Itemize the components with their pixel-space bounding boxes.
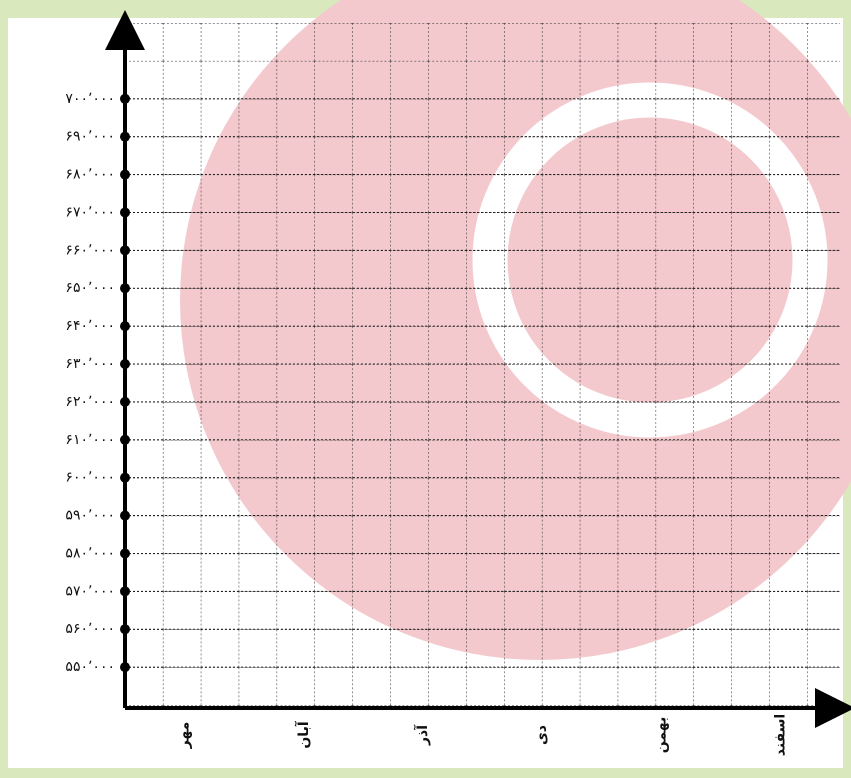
x-tick-label: بهمن (653, 717, 669, 753)
tick-dot (120, 473, 130, 483)
y-tick-label: ۶۴۰٬۰۰۰ (65, 318, 115, 334)
x-tick-label: مهر (177, 722, 193, 750)
tick-dot (120, 283, 130, 293)
y-tick-label: ۵۵۰٬۰۰۰ (65, 659, 115, 675)
y-tick-label: ۵۸۰٬۰۰۰ (65, 545, 115, 561)
tick-dot (120, 170, 130, 180)
tick-dot (120, 662, 130, 672)
y-tick-label: ۶۹۰٬۰۰۰ (65, 129, 115, 145)
y-tick-label: ۵۹۰٬۰۰۰ (65, 508, 115, 524)
tick-dot (120, 548, 130, 558)
tick-dot (120, 624, 130, 634)
y-tick-label: ۶۸۰٬۰۰۰ (65, 167, 115, 183)
x-tick-label: اسفند (772, 714, 788, 756)
tick-dot (120, 245, 130, 255)
x-tick-label: دی (534, 725, 550, 745)
tick-dot (120, 359, 130, 369)
tick-dot (120, 586, 130, 596)
y-tick-label: ۶۶۰٬۰۰۰ (65, 242, 115, 258)
y-tick-label: ۶۱۰٬۰۰۰ (65, 432, 115, 448)
tick-dot (120, 435, 130, 445)
y-tick-label: ۶۵۰٬۰۰۰ (65, 280, 115, 296)
tick-dot (120, 207, 130, 217)
grid (125, 23, 840, 708)
tick-dot (120, 132, 130, 142)
tick-dot (120, 511, 130, 521)
chart: ۵۵۰٬۰۰۰ ۵۶۰٬۰۰۰ ۵۷۰٬۰۰۰ ۵۸۰٬۰۰۰ ۵۹۰٬۰۰۰ ۶۰۰٬۰… (0, 0, 851, 778)
tick-dot (120, 397, 130, 407)
y-tick-label: ۶۳۰٬۰۰۰ (65, 356, 115, 372)
y-tick-label: ۵۷۰٬۰۰۰ (65, 583, 115, 599)
x-tick-label: آبان (294, 720, 312, 748)
y-tick-label: ۶۰۰٬۰۰۰ (65, 470, 115, 486)
y-tick-label: ۵۶۰٬۰۰۰ (65, 621, 115, 637)
y-tick-label: ۶۲۰٬۰۰۰ (65, 394, 115, 410)
tick-dot (120, 321, 130, 331)
x-tick-label: آذر (413, 724, 431, 746)
tick-dot (120, 94, 130, 104)
y-tick-label: ۷۰۰٬۰۰۰ (65, 91, 115, 107)
y-tick-label: ۶۷۰٬۰۰۰ (65, 204, 115, 220)
